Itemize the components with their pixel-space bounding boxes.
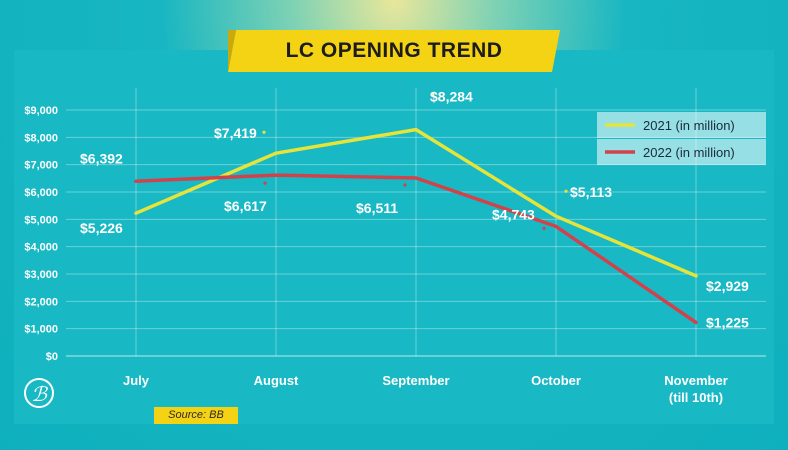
x-tick-label: September [382, 373, 449, 388]
data-label: $1,225 [706, 315, 749, 331]
y-tick-label: $7,000 [24, 160, 58, 172]
data-label: $7,419 [214, 125, 257, 141]
title-banner [228, 30, 560, 72]
data-label: $2,929 [706, 278, 749, 294]
y-tick-label: $6,000 [24, 187, 58, 199]
y-tick-label: $3,000 [24, 269, 58, 281]
x-tick-label: August [254, 373, 299, 388]
data-label-leader [564, 189, 568, 193]
data-label: $5,226 [80, 220, 123, 236]
chart-title: LC OPENING TREND [285, 39, 503, 62]
x-tick-label: November [664, 373, 728, 388]
data-label-leader [262, 130, 266, 134]
series-line-2022 [134, 173, 698, 325]
series-line-2021 [134, 127, 698, 278]
y-tick-label: $5,000 [24, 214, 58, 226]
data-label: $4,743 [492, 206, 535, 222]
y-tick-label: $0 [46, 351, 58, 363]
data-label: $6,511 [356, 200, 398, 216]
x-tick-label: October [531, 373, 581, 388]
legend-label: 2022 (in million) [643, 145, 735, 160]
y-tick-label: $2,000 [24, 296, 58, 308]
data-label: $5,113 [570, 184, 612, 200]
y-tick-label: $4,000 [24, 242, 58, 254]
y-tick-label: $1,000 [24, 324, 58, 336]
data-label-leader [263, 181, 267, 185]
data-label-leader [403, 183, 407, 187]
data-label: $6,617 [224, 198, 267, 214]
x-tick-label: July [123, 373, 150, 388]
y-tick-label: $9,000 [24, 105, 58, 117]
x-tick-label: (till 10th) [669, 390, 723, 405]
data-label-leader [430, 92, 434, 97]
y-tick-label: $8,000 [24, 132, 58, 144]
data-label: $8,284 [430, 89, 473, 105]
legend-label: 2021 (in million) [643, 118, 735, 133]
data-label-leader [542, 226, 546, 230]
brand-logo: ℬ [24, 378, 54, 408]
data-label: $6,392 [80, 150, 123, 166]
source-label: Source: BB [154, 407, 238, 424]
